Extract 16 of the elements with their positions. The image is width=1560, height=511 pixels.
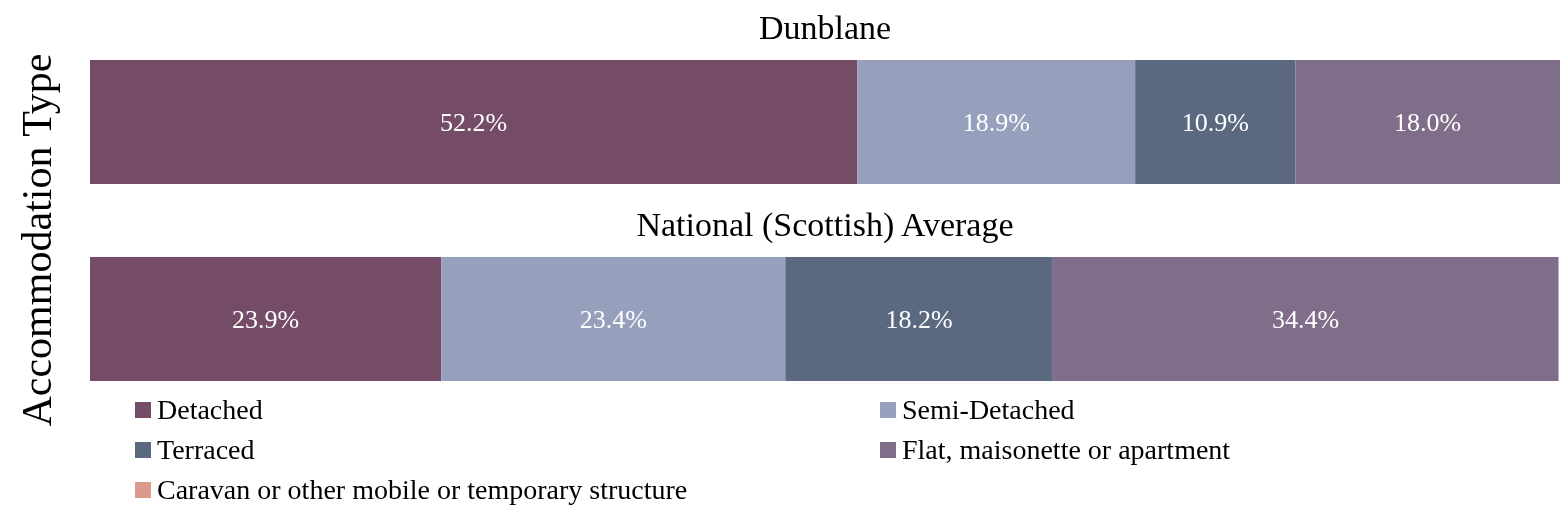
data-label: 10.9% (1181, 107, 1249, 137)
data-label: 18.2% (885, 304, 953, 334)
data-label: 18.0% (1394, 107, 1462, 137)
y-axis-title: Accommodation Type (13, 53, 61, 427)
legend-label: Detached (157, 394, 263, 426)
data-label: 52.2% (440, 107, 508, 137)
y-tick-label: National (Scottish) Average (635, 204, 1015, 245)
data-label: 23.4% (579, 304, 647, 334)
data-label: 18.9% (962, 107, 1030, 137)
legend-label: Caravan or other mobile or temporary structure (157, 474, 688, 506)
legend-label: Terraced (157, 434, 255, 466)
legend-label: Flat, maisonette or apartment (902, 434, 1231, 466)
y-tick-label: Dunblane (757, 7, 893, 48)
data-label: 23.9% (232, 304, 300, 334)
legend-label: Semi-Detached (902, 394, 1075, 426)
data-label: 34.4% (1272, 304, 1340, 334)
